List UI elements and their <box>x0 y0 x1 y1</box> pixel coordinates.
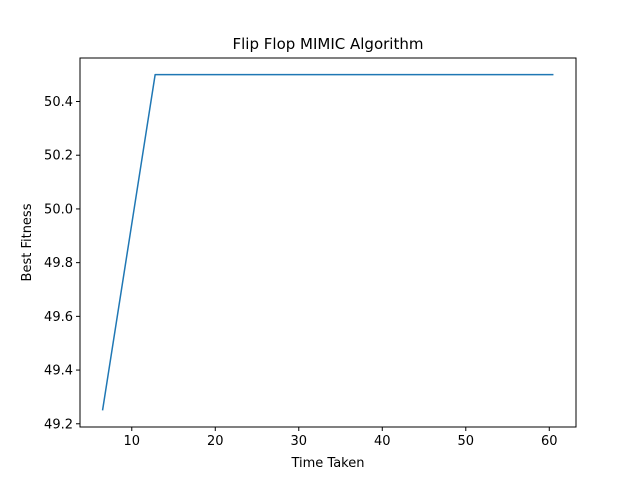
y-tick-label: 49.6 <box>44 310 73 325</box>
x-tick-label: 10 <box>123 434 140 449</box>
x-tick-label: 30 <box>291 434 308 449</box>
x-axis: 10 20 30 40 50 60 <box>123 427 558 449</box>
y-tick-label: 49.4 <box>44 364 73 379</box>
y-axis: 49.2 49.4 49.6 49.8 50.0 50.2 50.4 <box>44 95 80 432</box>
y-tick-label: 49.8 <box>44 256 73 271</box>
plot-frame <box>79 57 577 428</box>
x-tick-label: 40 <box>374 434 391 449</box>
y-axis-label: Best Fitness <box>20 203 35 281</box>
series-line <box>101 73 554 411</box>
x-tick-label: 50 <box>458 434 475 449</box>
x-tick-label: 20 <box>207 434 224 449</box>
y-tick-label: 50.2 <box>44 149 73 164</box>
y-tick-label: 49.2 <box>44 417 73 432</box>
series-layer <box>101 73 554 411</box>
chart-title: Flip Flop MIMIC Algorithm <box>233 35 424 53</box>
y-tick-label: 50.0 <box>44 202 73 217</box>
x-tick-label: 60 <box>541 434 558 449</box>
y-tick-label: 50.4 <box>44 95 73 110</box>
x-axis-label: Time Taken <box>290 456 364 471</box>
